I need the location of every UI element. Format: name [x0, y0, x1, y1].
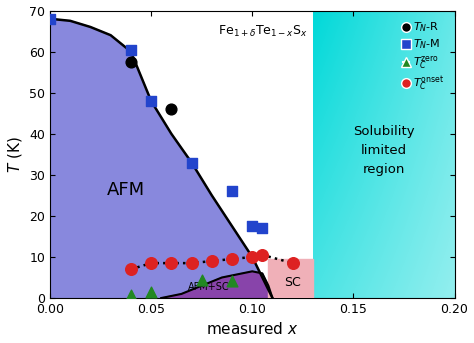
Point	[167, 106, 175, 112]
Text: SC: SC	[284, 276, 301, 289]
Y-axis label: $T$ (K): $T$ (K)	[6, 136, 24, 173]
Point	[147, 260, 155, 266]
Point	[147, 289, 155, 295]
Text: AFM+SC: AFM+SC	[188, 282, 229, 292]
Point	[127, 47, 135, 52]
Point	[228, 189, 236, 194]
Text: Fe$_{1+\delta}$Te$_{1-x}$S$_x$: Fe$_{1+\delta}$Te$_{1-x}$S$_x$	[218, 24, 307, 39]
Point	[127, 292, 135, 297]
Polygon shape	[50, 19, 273, 298]
Point	[248, 254, 256, 260]
Point	[208, 258, 216, 264]
Point	[258, 252, 266, 258]
Point	[228, 278, 236, 284]
Polygon shape	[268, 259, 313, 298]
Polygon shape	[161, 271, 273, 298]
Point	[188, 160, 195, 165]
Point	[127, 267, 135, 272]
Point	[167, 260, 175, 266]
Point	[188, 260, 195, 266]
Point	[127, 59, 135, 64]
Text: AFM: AFM	[107, 181, 145, 199]
Point	[248, 223, 256, 229]
Legend: $T_N$-R, $T_N$-M, $T_C^{\rm zero}$, $T_C^{\rm onset}$: $T_N$-R, $T_N$-M, $T_C^{\rm zero}$, $T_C…	[399, 16, 449, 98]
Point	[228, 256, 236, 262]
Point	[289, 260, 296, 266]
Point	[147, 98, 155, 104]
Text: Solubility
limited
region: Solubility limited region	[353, 125, 415, 176]
Point	[198, 277, 205, 282]
X-axis label: measured $x$: measured $x$	[206, 321, 299, 338]
Point	[258, 225, 266, 231]
Point	[46, 16, 54, 22]
